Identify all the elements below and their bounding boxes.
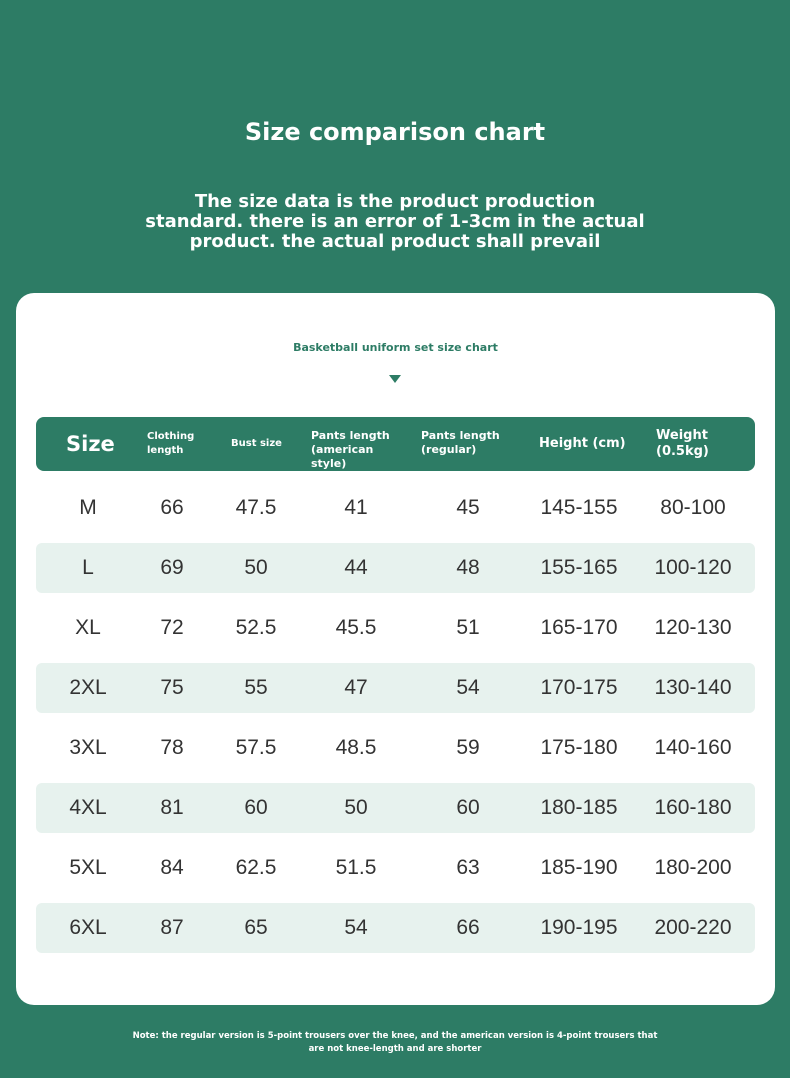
table-cell: 170-175	[540, 676, 618, 699]
header-height: Height (cm)	[539, 436, 626, 451]
table-cell: 51.5	[335, 856, 377, 879]
table-cell: 65	[244, 916, 268, 939]
table-cell: 78	[160, 736, 184, 759]
table-row: 6XL 87 65 54 66 190-195 200-220	[36, 903, 755, 953]
size-chart-card: Basketball uniform set size chart Size C…	[16, 293, 775, 1005]
table-cell: 57.5	[235, 736, 277, 759]
table-cell: 4XL	[69, 796, 107, 819]
table-row: M 66 47.5 41 45 145-155 80-100	[36, 483, 755, 533]
table-cell: 50	[344, 796, 368, 819]
table-cell: 66	[160, 496, 184, 519]
header-size: Size	[66, 432, 115, 456]
table-cell: 72	[160, 616, 184, 639]
page-title: Size comparison chart	[244, 118, 546, 146]
table-cell: 81	[160, 796, 184, 819]
table-cell: 2XL	[69, 676, 107, 699]
footnote: Note: the regular version is 5-point tro…	[132, 1031, 658, 1054]
table-cell: 130-140	[654, 676, 732, 699]
table-cell: 190-195	[540, 916, 618, 939]
table-cell: 120-130	[654, 616, 732, 639]
table-cell: 180-200	[654, 856, 732, 879]
table-cell: 5XL	[69, 856, 107, 879]
table-cell: 75	[160, 676, 184, 699]
table-row: XL 72 52.5 45.5 51 165-170 120-130	[36, 603, 755, 653]
table-cell: 47.5	[235, 496, 277, 519]
table-cell: 55	[244, 676, 268, 699]
table-cell: 51	[456, 616, 480, 639]
table-cell: 60	[456, 796, 480, 819]
subtitle: The size data is the product production …	[145, 191, 645, 252]
table-cell: 180-185	[540, 796, 618, 819]
table-row: 4XL 81 60 50 60 180-185 160-180	[36, 783, 755, 833]
header-pants-american: Pants length (american style)	[311, 429, 390, 470]
table-row: 2XL 75 55 47 54 170-175 130-140	[36, 663, 755, 713]
table-cell: 87	[160, 916, 184, 939]
table-cell: 48.5	[335, 736, 377, 759]
table-row: L 69 50 44 48 155-165 100-120	[36, 543, 755, 593]
table-cell: 140-160	[654, 736, 732, 759]
table-cell: 59	[456, 736, 480, 759]
table-cell: 3XL	[69, 736, 107, 759]
table-cell: 155-165	[540, 556, 618, 579]
table-cell: 84	[160, 856, 184, 879]
table-cell: 63	[456, 856, 480, 879]
header-clothing-length: Clothing length	[147, 431, 195, 456]
table-cell: 52.5	[235, 616, 277, 639]
table-cell: XL	[75, 616, 101, 639]
table-cell: 54	[344, 916, 368, 939]
table-cell: 69	[160, 556, 184, 579]
table-cell: 45.5	[335, 616, 377, 639]
table-header: Size Clothing length Bust size Pants len…	[36, 417, 755, 471]
table-cell: 60	[244, 796, 268, 819]
table-cell: 50	[244, 556, 268, 579]
table-cell: 145-155	[540, 496, 618, 519]
table-cell: 185-190	[540, 856, 618, 879]
chart-title: Basketball uniform set size chart	[293, 341, 498, 354]
header-weight: Weight (0.5kg)	[656, 428, 709, 459]
table-cell: 100-120	[654, 556, 732, 579]
table-cell: 45	[456, 496, 480, 519]
header-bust-size: Bust size	[231, 438, 282, 449]
table-cell: M	[79, 496, 97, 519]
table-cell: 44	[344, 556, 368, 579]
table-cell: 175-180	[540, 736, 618, 759]
triangle-down-icon	[389, 375, 401, 383]
table-cell: 200-220	[654, 916, 732, 939]
table-cell: 48	[456, 556, 480, 579]
table-cell: 80-100	[660, 496, 726, 519]
table-cell: 165-170	[540, 616, 618, 639]
table-cell: 160-180	[654, 796, 732, 819]
table-cell: 62.5	[235, 856, 277, 879]
table-cell: 41	[344, 496, 368, 519]
table-cell: 6XL	[69, 916, 107, 939]
table-row: 3XL 78 57.5 48.5 59 175-180 140-160	[36, 723, 755, 773]
table-cell: 66	[456, 916, 480, 939]
table-row: 5XL 84 62.5 51.5 63 185-190 180-200	[36, 843, 755, 893]
table-cell: 47	[344, 676, 368, 699]
table-cell: 54	[456, 676, 480, 699]
header-pants-regular: Pants length (regular)	[421, 429, 500, 456]
table-cell: L	[82, 556, 94, 579]
